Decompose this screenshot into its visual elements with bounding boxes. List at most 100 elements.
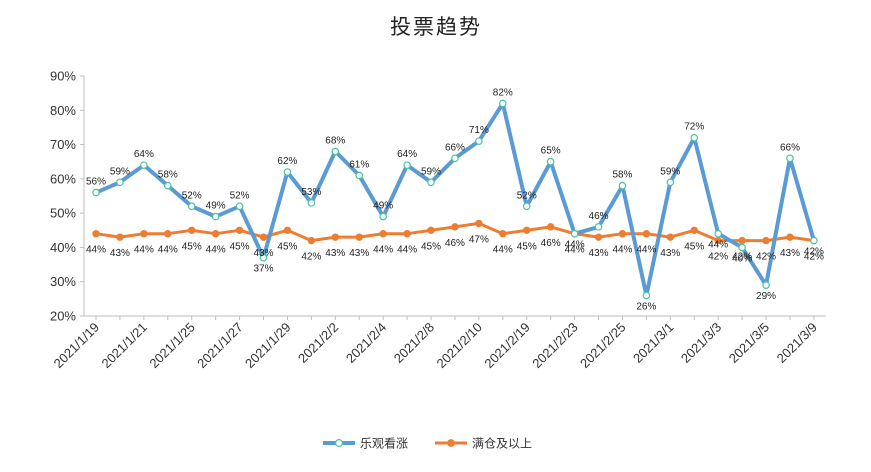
full-position-point (427, 226, 435, 234)
x-tick-label: 2021/1/21 (98, 320, 150, 372)
full-position-data-label: 43% (254, 248, 274, 259)
full-position-point (211, 230, 220, 238)
chart-title: 投票趋势 (390, 15, 482, 39)
bullish-point (522, 202, 531, 211)
bullish-point (307, 199, 316, 207)
bullish-point (690, 133, 699, 142)
bullish-point (235, 202, 244, 211)
full-position-point (451, 223, 459, 231)
full-position-data-label: 45% (230, 241, 250, 252)
full-position-point (546, 223, 555, 231)
bullish-point (810, 236, 818, 245)
bullish-data-label: 59% (421, 166, 441, 177)
bullish-data-label: 53% (301, 187, 321, 198)
full-position-data-label: 44% (397, 245, 417, 256)
full-position-data-label: 45% (517, 241, 537, 252)
data-label-layer: 56% 59% 64% 58% 52% 49% 52% 37% 62% 53% 68% 61% 49% 6… (86, 87, 824, 312)
full-position-data-label: 44% (86, 245, 106, 256)
bullish-point (331, 147, 340, 156)
x-tick-label: 2021/2/2 (295, 320, 341, 366)
bullish-point (427, 178, 435, 187)
full-position-data-label: 42% (708, 252, 728, 263)
full-position-point (594, 233, 603, 241)
x-tick-label: 2021/1/29 (242, 320, 294, 372)
y-axis: 20% 30% 40% 50% 60% 70% 80% 90% (50, 69, 85, 324)
full-position-point (618, 230, 627, 238)
bullish-point (570, 229, 579, 238)
full-position-point (307, 236, 316, 245)
y-tick-label: 60% (50, 171, 76, 186)
full-position-data-label: 43% (349, 248, 369, 259)
bullish-data-label: 46% (589, 211, 609, 222)
bullish-point (594, 223, 603, 231)
full-position-point (140, 230, 148, 238)
bullish-data-label: 58% (158, 170, 178, 181)
full-position-data-label: 44% (158, 245, 178, 256)
bullish-data-label: 52% (230, 190, 250, 201)
full-position-point (690, 226, 698, 234)
full-position-point (642, 230, 651, 238)
bullish-data-label: 42% (804, 247, 824, 258)
bullish-data-label: 44% (708, 240, 728, 251)
bullish-data-label: 52% (182, 190, 202, 201)
bullish-data-label: 49% (206, 201, 226, 212)
x-tick-label: 2021/2/10 (433, 320, 485, 372)
x-tick-label: 2021/2/8 (391, 320, 437, 366)
full-position-data-label: 44% (134, 245, 154, 256)
bullish-point (666, 178, 675, 187)
full-position-data-label: 44% (206, 245, 226, 256)
full-position-data-label: 43% (589, 248, 609, 259)
x-tick-label: 2021/3/5 (726, 320, 772, 366)
series-line-bullish (95, 101, 816, 298)
full-position-point (259, 233, 268, 241)
full-position-point (762, 236, 770, 245)
bullish-point (714, 229, 722, 238)
x-tick-label: 2021/3/1 (630, 320, 676, 366)
x-tick-label: 2021/2/23 (529, 320, 581, 372)
full-position-data-label: 45% (684, 241, 704, 252)
full-position-data-label: 43% (325, 248, 345, 259)
full-position-data-label: 44% (636, 245, 656, 256)
bullish-data-label: 65% (541, 146, 561, 157)
bullish-data-label: 72% (684, 122, 704, 133)
full-position-data-label: 42% (732, 252, 752, 263)
bullish-point (475, 137, 483, 145)
full-position-point (188, 226, 196, 234)
full-position-point (379, 230, 387, 238)
bullish-data-label: 37% (254, 264, 274, 275)
x-tick-label: 2021/2/4 (343, 320, 389, 366)
bullish-data-label: 44% (565, 240, 585, 251)
x-tick-label: 2021/1/25 (146, 320, 198, 372)
full-position-point (355, 233, 363, 241)
bullish-data-label: 58% (612, 170, 632, 181)
full-position-data-label: 47% (469, 234, 489, 245)
full-position-point (786, 233, 794, 241)
bullish-data-label: 62% (277, 156, 297, 167)
bullish-point (379, 212, 387, 221)
full-position-point (666, 233, 675, 241)
series-layer (92, 99, 818, 300)
y-tick-label: 80% (50, 103, 76, 118)
full-position-point (164, 230, 172, 238)
y-tick-label: 40% (50, 240, 76, 255)
legend-marker-bullish (335, 439, 344, 448)
full-position-data-label: 45% (277, 241, 297, 252)
bullish-data-label: 49% (373, 201, 393, 212)
bullish-point (642, 291, 651, 300)
full-position-data-label: 43% (780, 248, 800, 259)
full-position-data-label: 42% (301, 252, 321, 263)
full-position-data-label: 42% (804, 252, 824, 263)
full-position-point (331, 233, 339, 241)
bullish-point (116, 178, 124, 187)
y-tick-label: 70% (50, 137, 76, 152)
x-tick-label: 2021/1/19 (51, 320, 103, 372)
full-position-point (738, 236, 746, 245)
x-tick-label: 2021/1/27 (194, 320, 246, 372)
bullish-data-label: 26% (636, 301, 656, 312)
bullish-data-label: 52% (517, 190, 537, 201)
bullish-data-label: 66% (445, 142, 465, 153)
bullish-point (786, 154, 794, 163)
bullish-point (403, 161, 411, 169)
bullish-data-label: 82% (493, 87, 513, 98)
